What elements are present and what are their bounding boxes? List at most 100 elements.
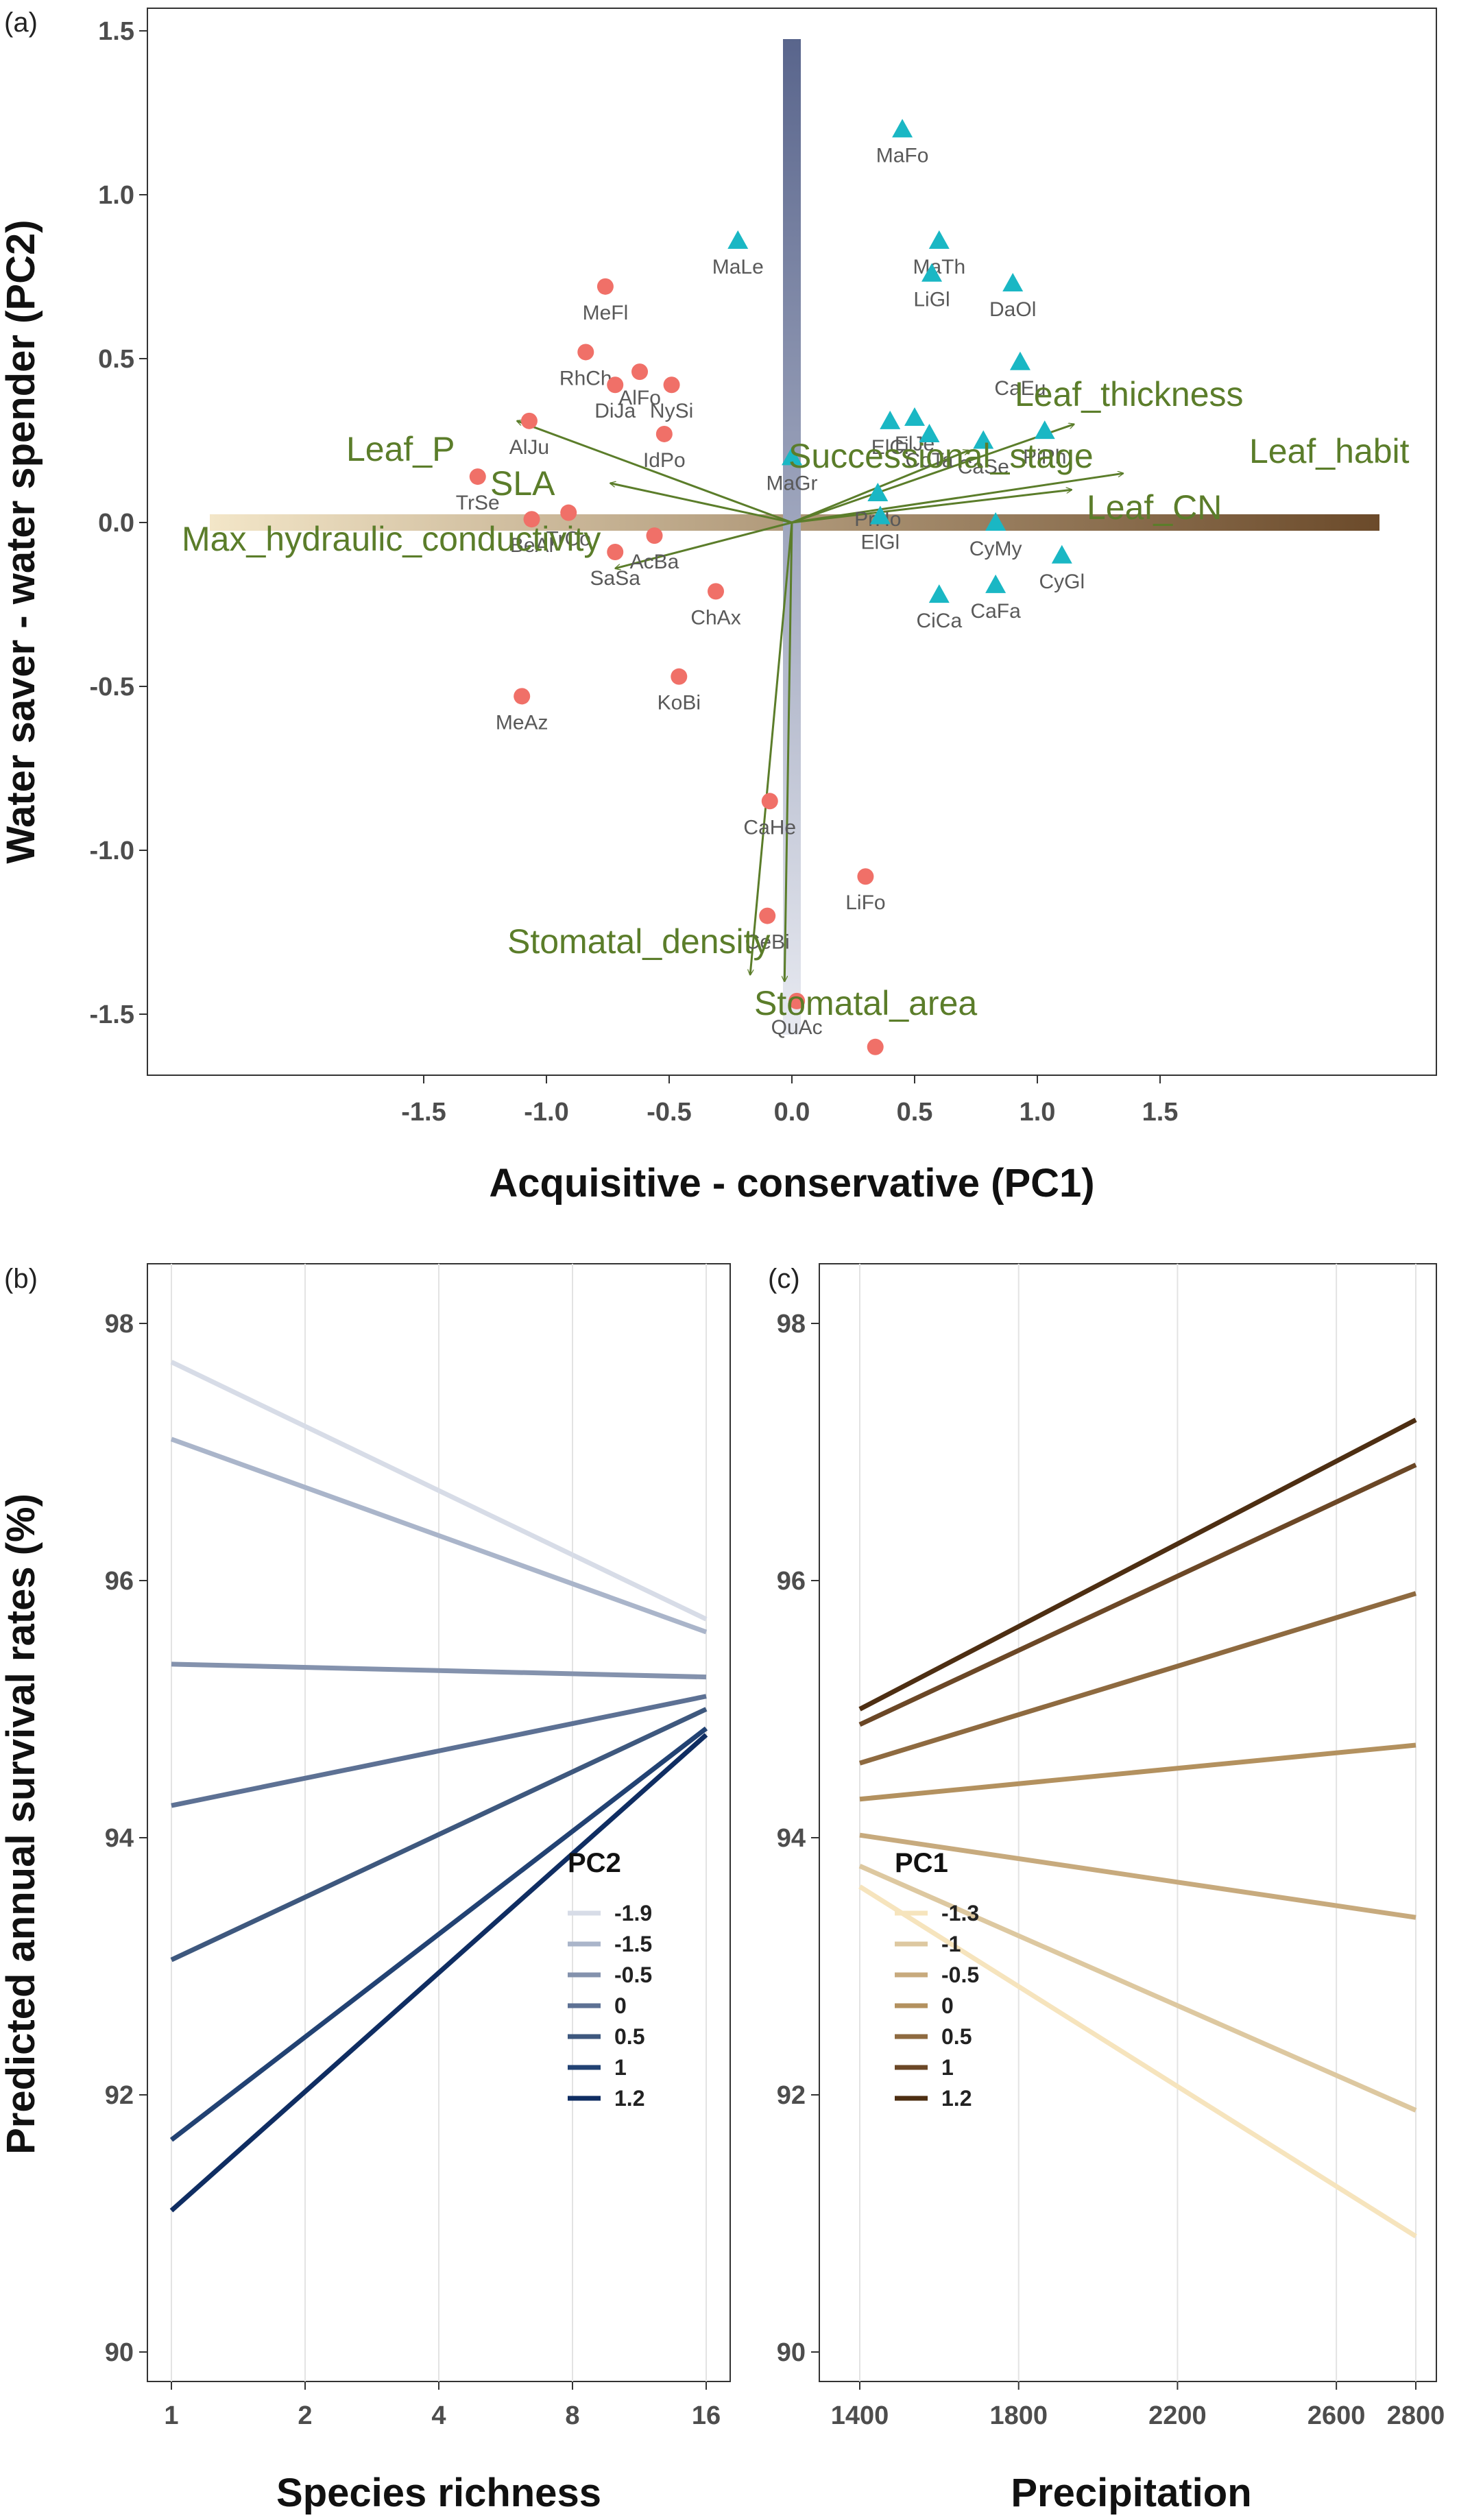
loading-vector-arrow: [750, 522, 793, 975]
legend-label: 1.2: [614, 2086, 644, 2111]
panel-c-legend: PC1 -1.3 -1 -0.5 0 0.5 1 1.2: [895, 1848, 979, 2111]
legend-label: 1.2: [941, 2086, 972, 2111]
species-point-circle: [857, 868, 874, 885]
panel-b-legend: PC2 -1.9 -1.5 -0.5 0 0.5 1 1.2: [568, 1848, 652, 2111]
series-line: [170, 1437, 708, 1635]
loading-vector-label: Stomatal_density: [507, 922, 771, 961]
loading-vector-label: Successional_stage: [788, 437, 1094, 475]
loading-vector-label: SLA: [490, 464, 555, 503]
panel-c-y-axis: 90 92 94 96 98: [777, 1310, 819, 2367]
shared-y-title: Predicted annual survival rates (%): [0, 1493, 43, 2155]
species-point-triangle: [1051, 544, 1072, 564]
y-tick-label: -1.5: [90, 1000, 134, 1029]
x-tick-label: 2600: [1307, 2401, 1366, 2430]
species-point-label: AlJu: [509, 436, 549, 459]
y-tick-label: 0.0: [98, 509, 134, 538]
species-point-label: CiCa: [916, 610, 962, 632]
legend-label: 0: [941, 1993, 954, 2018]
series-line: [859, 1742, 1416, 1802]
species-point-circle: [867, 1038, 884, 1055]
series-line: [170, 1360, 708, 1622]
species-point-label: SaSa: [590, 567, 641, 590]
species-point-triangle: [782, 446, 802, 466]
y-tick-label: 96: [777, 1567, 806, 1596]
species-point-circle: [560, 504, 577, 521]
legend-label: 1: [941, 2055, 954, 2080]
legend-label: -1.5: [614, 1932, 652, 1956]
y-tick-label: 1.5: [98, 17, 134, 46]
species-point-label: CyMy: [969, 538, 1022, 560]
panel-b-legend-title: PC2: [568, 1848, 621, 1878]
species-point-circle: [655, 425, 673, 442]
x-tick-label: 1400: [831, 2401, 889, 2430]
species-point-triangle: [973, 430, 994, 449]
species-point-circle: [663, 376, 680, 394]
species-point-triangle: [869, 505, 891, 525]
loading-vector-arrow: [791, 490, 1072, 524]
species-point-label: AlFo: [618, 387, 661, 409]
panel-a-letter: (a): [4, 8, 38, 38]
panel-c-letter: (c): [768, 1264, 800, 1294]
panel-b: (b) 1 2 4 8 16 90 92 94 96 98 PC2 -1.9 -1.5 -0.5 0 0…: [0, 1263, 731, 2515]
y-tick-label: 1.0: [98, 181, 134, 210]
y-tick-label: 98: [105, 1310, 134, 1339]
series-line: [858, 1884, 1417, 2239]
loading-vector-labels: Leaf_P SLA Max_hydraulic_conductivity Stoma…: [182, 375, 1410, 1022]
y-tick-label: 92: [777, 2081, 806, 2110]
x-tick-label: 1800: [989, 2401, 1048, 2430]
x-tick-label: 1: [164, 2401, 178, 2430]
species-point-label: QuAc: [771, 1016, 823, 1039]
y-tick-label: 94: [777, 1824, 806, 1853]
species-point-label: CeBi: [745, 931, 790, 954]
loading-vector-label: Stomatal_area: [754, 984, 977, 1022]
species-point-label: LiGl: [913, 289, 950, 311]
species-point-circle: [759, 907, 776, 924]
species-point-label: CaSe: [958, 456, 1009, 479]
species-point-triangle: [1034, 420, 1055, 440]
loading-vectors: [517, 421, 1123, 981]
series-line: [170, 1707, 708, 1963]
y-tick-label: 94: [105, 1824, 134, 1853]
legend-label: -0.5: [614, 1963, 652, 1987]
species-point-label: RhCh: [559, 367, 612, 389]
panel-c-legend-title: PC1: [895, 1848, 948, 1878]
panel-a-y-axis: -1.5 -1.0 -0.5 0.0 0.5 1.0 1.5: [90, 17, 147, 1029]
panel-c-x-axis: 1400 1800 2200 2600 2800: [831, 2381, 1445, 2430]
x-tick-label: -0.5: [647, 1098, 691, 1127]
y-tick-label: 96: [105, 1567, 134, 1596]
series-line: [859, 1832, 1416, 1920]
loading-vector-arrow: [610, 483, 793, 524]
species-point-label: DaOl: [989, 298, 1036, 321]
species-point-circle: [577, 344, 594, 361]
y-tick-label: 90: [105, 2338, 134, 2367]
legend-label: -1: [941, 1932, 961, 1956]
species-point-label: CaEu: [994, 377, 1046, 400]
species-point-circle: [514, 688, 531, 705]
loading-vector-arrow: [615, 521, 793, 568]
species-point-triangle: [919, 423, 940, 442]
x-tick-label: 1.5: [1142, 1098, 1179, 1127]
x-tick-label: 1.0: [1020, 1098, 1056, 1127]
loading-vector-label: Max_hydraulic_conductivity: [182, 520, 601, 558]
x-tick-label: 4: [431, 2401, 446, 2430]
series-line: [169, 1733, 708, 2213]
species-point-circle: [671, 668, 688, 685]
species-point-label: CyGl: [1039, 571, 1085, 593]
x-tick-label: 2800: [1387, 2401, 1445, 2430]
species-point-label: PiPh: [1023, 446, 1066, 468]
species-point-circle: [607, 376, 624, 394]
species-point-circle: [607, 544, 624, 561]
species-point-triangle: [892, 119, 913, 138]
species-point-label: MeAz: [496, 711, 548, 734]
x-tick-label: -1.0: [524, 1098, 568, 1127]
x-tick-label: 2200: [1148, 2401, 1207, 2430]
x-tick-label: 0.5: [897, 1098, 933, 1127]
series-line: [858, 1864, 1417, 2113]
species-point-label: KoBi: [658, 692, 701, 715]
y-tick-label: 98: [777, 1310, 806, 1339]
species-point-label: MaTh: [913, 256, 965, 278]
y-tick-label: 90: [777, 2338, 806, 2367]
legend-label: 0.5: [614, 2024, 644, 2049]
panel-a-x-axis: -1.5 -1.0 -0.5 0.0 0.5 1.0 1.5: [401, 1075, 1178, 1127]
